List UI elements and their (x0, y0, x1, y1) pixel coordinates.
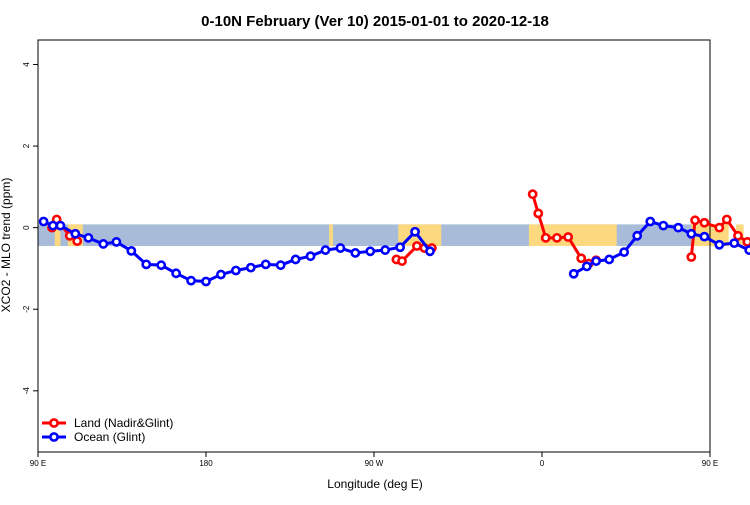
data-point (320, 245, 331, 255)
data-point (350, 248, 361, 258)
series-line (42, 220, 432, 283)
data-point (619, 247, 630, 258)
data-point (742, 237, 750, 247)
y-tick-label: 4 (22, 62, 31, 67)
data-point (156, 260, 167, 271)
data-point (645, 216, 656, 227)
legend-marker (49, 432, 59, 442)
data-point (425, 246, 435, 257)
data-point (690, 215, 700, 226)
axis-ticks: 90 E 180 90 W 0 90 E -4 -2 0 2 4 (22, 62, 718, 468)
data-point (397, 256, 407, 266)
legend-label: Ocean (Glint) (74, 430, 145, 444)
x-tick-label: 180 (199, 459, 213, 468)
data-point (581, 261, 592, 272)
data-point (201, 276, 211, 287)
data-point (395, 242, 406, 253)
land-band (329, 224, 333, 246)
data-point (98, 239, 109, 249)
data-point (290, 254, 301, 265)
data-point (275, 260, 286, 271)
legend-marker (49, 418, 59, 428)
data-point (721, 214, 732, 225)
data-point (699, 217, 710, 228)
legend-label: Land (Nadir&Glint) (74, 416, 173, 430)
data-point (714, 239, 725, 250)
land-band (54, 224, 61, 246)
x-tick-label: 90 W (365, 459, 384, 468)
data-point (216, 269, 226, 280)
x-tick-label: 90 E (702, 459, 718, 468)
data-point (410, 226, 420, 237)
data-point (568, 268, 579, 279)
data-point (305, 251, 316, 262)
data-point (55, 220, 66, 231)
data-point (658, 220, 669, 231)
data-point (245, 262, 256, 273)
data-point (230, 265, 241, 276)
data-point (527, 189, 538, 200)
legend: Land (Nadir&Glint)Ocean (Glint) (42, 416, 173, 444)
data-point (380, 245, 391, 255)
data-point (552, 232, 562, 243)
y-tick-label: -2 (22, 305, 31, 313)
data-point (171, 268, 182, 279)
data-point (540, 232, 551, 243)
x-tick-label: 90 E (30, 459, 46, 468)
data-point (335, 243, 346, 253)
data-point (365, 246, 376, 257)
data-point (673, 222, 684, 233)
series-layer (38, 189, 750, 287)
data-point (714, 222, 725, 233)
data-point (686, 228, 697, 239)
x-tick-label: 0 (540, 459, 545, 468)
data-point (38, 216, 49, 227)
data-point (699, 231, 710, 242)
y-tick-label: 0 (22, 225, 31, 230)
x-axis-label: Longitude (deg E) (327, 477, 422, 491)
data-point (686, 252, 697, 262)
data-point (533, 208, 544, 219)
data-point (604, 254, 615, 265)
data-point (412, 241, 422, 251)
data-point (632, 230, 643, 241)
chart-title: 0-10N February (Ver 10) 2015-01-01 to 20… (201, 13, 549, 30)
land-band (528, 224, 617, 246)
land-band (398, 224, 442, 246)
data-point (48, 220, 58, 231)
data-point (260, 259, 271, 270)
data-point (83, 232, 94, 243)
data-point (70, 228, 81, 239)
y-tick-label: 2 (22, 143, 31, 148)
series-1 (38, 216, 750, 287)
data-point (141, 259, 152, 270)
data-point (744, 245, 750, 255)
data-point (186, 275, 196, 286)
data-point (563, 232, 574, 242)
data-point (126, 245, 137, 256)
data-point (591, 256, 602, 266)
data-point (111, 237, 122, 247)
y-tick-label: -4 (22, 387, 31, 395)
data-point (576, 253, 587, 264)
y-axis-label: XCO2 - MLO trend (ppm) (0, 178, 13, 313)
data-point (733, 230, 743, 241)
data-point (729, 238, 740, 249)
